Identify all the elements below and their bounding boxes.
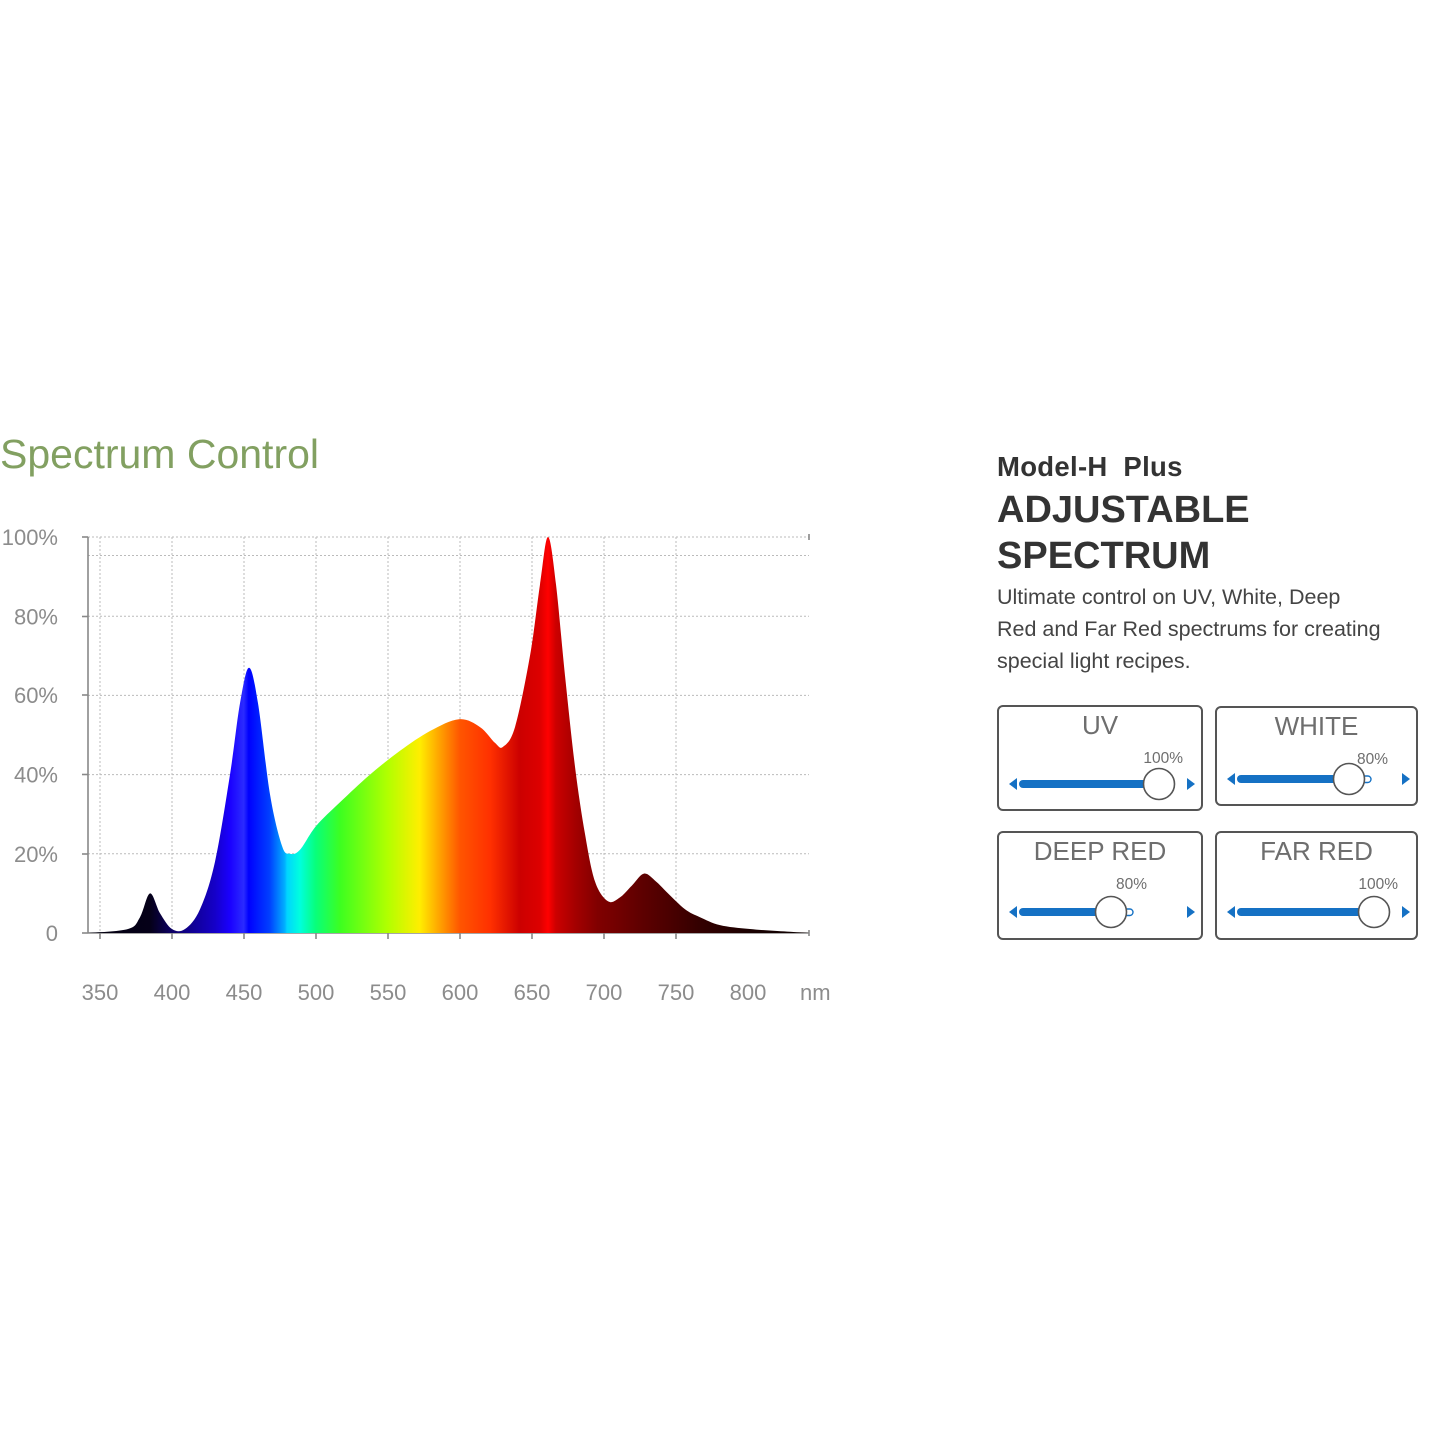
svg-text:600: 600 bbox=[442, 980, 479, 1005]
svg-text:450: 450 bbox=[226, 980, 263, 1005]
svg-text:800: 800 bbox=[730, 980, 767, 1005]
svg-text:750: 750 bbox=[658, 980, 695, 1005]
svg-text:nm: nm bbox=[800, 980, 830, 1005]
svg-text:350: 350 bbox=[82, 980, 119, 1005]
svg-text:500: 500 bbox=[298, 980, 335, 1005]
svg-text:400: 400 bbox=[154, 980, 191, 1005]
svg-text:60%: 60% bbox=[14, 683, 58, 708]
svg-text:40%: 40% bbox=[14, 763, 58, 788]
svg-text:550: 550 bbox=[370, 980, 407, 1005]
svg-text:0: 0 bbox=[46, 921, 58, 946]
svg-text:700: 700 bbox=[586, 980, 623, 1005]
svg-text:650: 650 bbox=[514, 980, 551, 1005]
svg-text:100%: 100% bbox=[2, 525, 58, 550]
svg-text:20%: 20% bbox=[14, 842, 58, 867]
svg-text:80%: 80% bbox=[14, 605, 58, 630]
